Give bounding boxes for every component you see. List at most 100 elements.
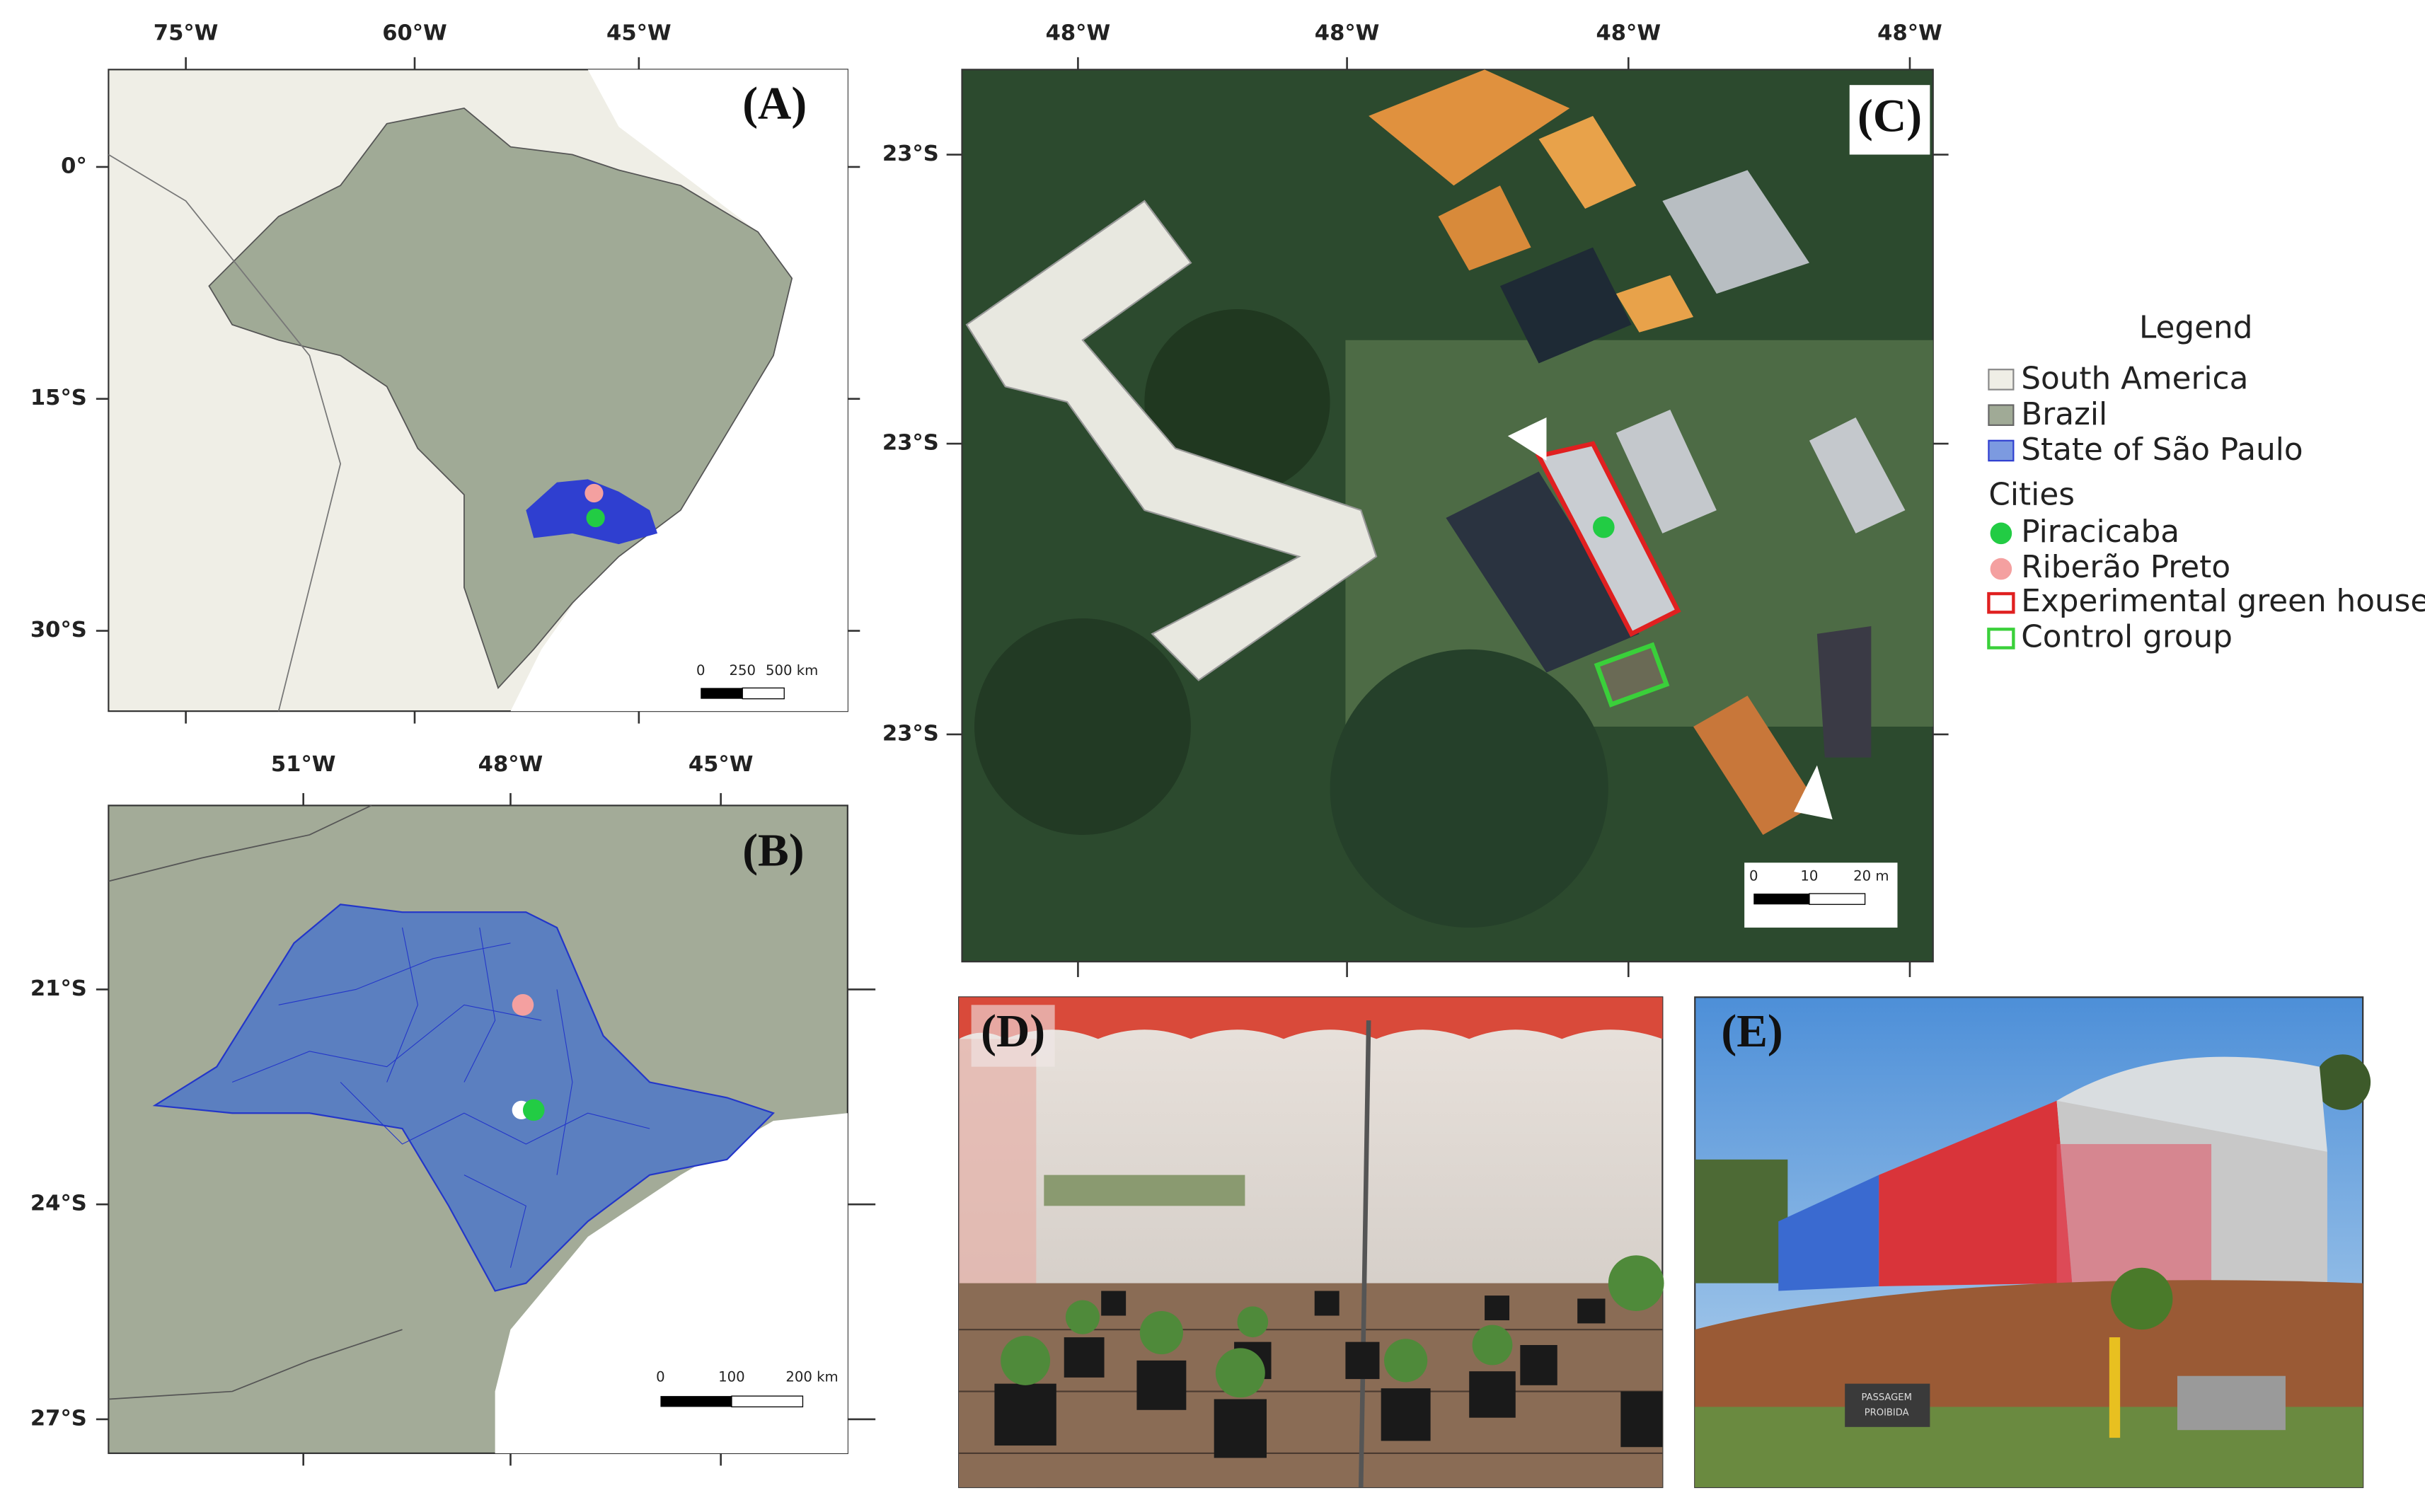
greenhouse xyxy=(1662,170,1809,294)
panel-label: (C) xyxy=(1857,91,1922,142)
building xyxy=(1538,115,1637,209)
scale-bar xyxy=(701,688,743,699)
trees xyxy=(2315,1054,2371,1110)
tick-marks xyxy=(96,792,876,1466)
legend-swatch xyxy=(1988,439,2015,462)
y-tick-label: 15°S xyxy=(30,386,87,410)
legend-swatch xyxy=(1990,558,2012,580)
border xyxy=(108,1329,403,1400)
scale-label: 100 xyxy=(718,1368,745,1385)
scale-label: 0 xyxy=(656,1368,665,1385)
x-tick-label: 48°W xyxy=(1046,21,1111,46)
building xyxy=(1446,471,1640,673)
panel-d: (D) xyxy=(958,996,1664,1489)
post xyxy=(2109,1337,2121,1438)
sao-paulo xyxy=(152,904,775,1292)
building xyxy=(1615,275,1694,333)
x-tick-label: 48°W xyxy=(1877,21,1942,46)
scale-label: 500 km xyxy=(766,662,818,679)
x-tick-label: 48°W xyxy=(478,752,543,777)
legend-swatch xyxy=(1988,369,2015,391)
shade-net xyxy=(959,997,1663,1039)
building xyxy=(1816,625,1872,758)
greenhouse-panel xyxy=(2056,1143,2212,1283)
post xyxy=(1358,1020,1371,1488)
legend-swatch xyxy=(1988,404,2015,426)
municipality-borders xyxy=(231,927,650,1268)
trees xyxy=(1695,1159,1788,1283)
building xyxy=(1369,69,1570,186)
scale-label: 20 m xyxy=(1853,867,1889,884)
legend-label: Piracicaba xyxy=(2021,514,2179,550)
border xyxy=(108,804,372,882)
legend-label: South America xyxy=(2021,361,2248,397)
sign-text: PASSAGEM xyxy=(1861,1392,1911,1403)
legend-heading: Cities xyxy=(1988,476,2075,512)
building xyxy=(1693,696,1817,835)
background-landscape xyxy=(1044,1175,1245,1206)
legend-label: Control group xyxy=(2021,618,2233,654)
legend-swatch xyxy=(1987,591,2015,614)
city-marker xyxy=(522,1099,545,1121)
y-tick-label: 30°S xyxy=(30,618,87,642)
x-tick-label: 60°W xyxy=(382,21,447,46)
y-tick-label: 23°S xyxy=(882,142,939,166)
sign xyxy=(1845,1383,1930,1427)
sign-text: PROIBIDA xyxy=(1865,1408,1909,1419)
north-arrow xyxy=(1507,417,1547,461)
legend-label: Experimental green house xyxy=(2021,583,2425,619)
greenhouse-wall-red xyxy=(1879,1100,2073,1286)
tree-canopy xyxy=(1144,309,1330,495)
x-tick-label: 45°W xyxy=(689,752,754,777)
y-tick-label: 0° xyxy=(61,154,87,178)
legend-label: Riberão Preto xyxy=(2021,549,2230,585)
greenhouse-wall-blue xyxy=(1778,1175,1879,1291)
pots xyxy=(994,1291,1663,1458)
scale-bar xyxy=(731,1395,804,1408)
x-tick-label: 48°W xyxy=(1596,21,1661,46)
legend-title: Legend xyxy=(2139,309,2252,345)
building xyxy=(1438,185,1531,271)
legend-swatch xyxy=(1987,628,2015,650)
panel-label: (A) xyxy=(742,79,807,129)
panel-label: (D) xyxy=(981,1006,1045,1057)
legend-swatch xyxy=(1990,522,2012,545)
city-marker xyxy=(584,483,604,503)
scale-label: 0 xyxy=(696,662,705,679)
legend: Legend South America Brazil State of São… xyxy=(1987,309,2425,654)
scale-bar xyxy=(1753,893,1809,905)
x-tick-label: 75°W xyxy=(154,21,219,46)
scale-label: 200 km xyxy=(785,1368,838,1385)
panel-c: (C) 0 10 20 m 48°W 48°W 48°W 48°W 23°S 2… xyxy=(882,21,1949,977)
y-tick-label: 23°S xyxy=(882,721,939,746)
label-box xyxy=(1849,85,1930,155)
greenhouse xyxy=(1809,417,1906,533)
scale-bar xyxy=(742,687,785,700)
x-tick-label: 48°W xyxy=(1315,21,1380,46)
building xyxy=(965,200,1378,681)
city-marker xyxy=(1593,516,1615,538)
scale-label: 10 xyxy=(1800,867,1818,884)
legend-label: Brazil xyxy=(2021,396,2107,432)
panel-label: (B) xyxy=(742,825,804,876)
x-tick-label: 51°W xyxy=(271,752,336,777)
greenhouse xyxy=(1615,410,1717,533)
tick-marks xyxy=(946,57,1949,977)
ocean xyxy=(495,1113,848,1453)
scale-bar xyxy=(1809,893,1866,905)
label-box xyxy=(971,1005,1055,1067)
panel-a: (A) 75°W 60°W 45°W 0° 15°S 30°S 0 250 50… xyxy=(30,21,860,724)
y-tick-label: 21°S xyxy=(30,976,87,1001)
scale-bar xyxy=(660,1396,732,1407)
tick-marks xyxy=(96,57,860,724)
y-tick-label: 27°S xyxy=(30,1406,87,1431)
north-arrow xyxy=(1794,765,1833,820)
scale-label: 250 xyxy=(729,662,756,679)
panel-b: (B) 51°W 48°W 45°W 21°S 24°S 27°S 0 100 … xyxy=(30,752,876,1466)
y-tick-label: 23°S xyxy=(882,431,939,456)
panel-label: (E) xyxy=(1721,1006,1782,1057)
control-group-outline xyxy=(1594,642,1670,708)
panel-e: PASSAGEM PROIBIDA (E) xyxy=(1694,996,2371,1489)
building xyxy=(1499,247,1632,364)
